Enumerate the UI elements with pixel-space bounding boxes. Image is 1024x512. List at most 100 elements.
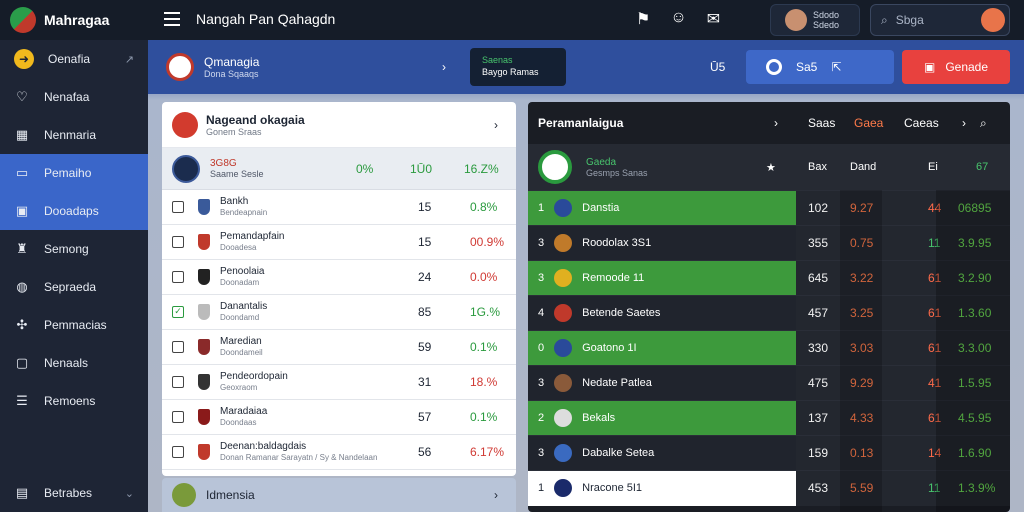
table-row[interactable]: 3 Remoode 11 645 3.22 61 3.2.90 xyxy=(528,260,1010,296)
chevron-right-icon[interactable]: › xyxy=(962,116,966,130)
highlight-name: Saame Sesle xyxy=(210,169,264,179)
header-card[interactable]: Saenas Baygo Ramas xyxy=(470,48,566,86)
table-row[interactable]: 1 Danstia 102 9.27 44 06895 xyxy=(528,190,1010,226)
col-header-3[interactable]: Caeas xyxy=(904,116,939,130)
table-row[interactable]: 3 Nedate Patlea 475 9.29 41 1.5.95 xyxy=(528,365,1010,401)
team-crest xyxy=(172,111,198,138)
table-row[interactable]: Maredian Doondameil 59 0.1% xyxy=(162,330,516,365)
highlight-rank: 3G8G xyxy=(210,158,237,169)
sidebar-item-0[interactable]: ➜ Oenafia ↗ xyxy=(0,40,148,78)
row-c3: 61 xyxy=(928,340,942,355)
checkbox[interactable]: ✓ xyxy=(172,306,184,318)
card-subtitle: Baygo Ramas xyxy=(482,67,539,77)
checkbox[interactable] xyxy=(172,341,184,353)
table-row[interactable]: Penoolaia Doonadam 24 0.0% xyxy=(162,260,516,295)
row-c2: 0.13 xyxy=(850,445,874,460)
sidebar-item-2[interactable]: ▦ Nenmaria xyxy=(0,116,148,154)
heart-icon: ♡ xyxy=(16,89,28,104)
chat-icon[interactable]: ✉ xyxy=(706,11,721,28)
table-row[interactable]: Bankh Bendeapnain 15 0.8% xyxy=(162,190,516,225)
checkbox[interactable] xyxy=(172,446,184,458)
col-header-1[interactable]: Saas xyxy=(808,116,836,130)
table-row[interactable]: Maradaiaa Doondaas 57 0.1% xyxy=(162,400,516,435)
row-number: 31 xyxy=(418,375,432,389)
row-c3: 61 xyxy=(928,270,942,285)
row-rank: 2 xyxy=(538,412,545,424)
red-action-button[interactable]: ▣ Genade xyxy=(902,50,1010,84)
checkbox[interactable] xyxy=(172,201,184,213)
brand[interactable]: Mahragaa xyxy=(0,0,148,40)
chevron-right-icon[interactable]: › xyxy=(494,117,498,132)
row-team: Bekals xyxy=(582,412,616,424)
flag-icon[interactable]: ⚑ xyxy=(636,11,651,28)
row-c1: 475 xyxy=(808,375,829,390)
globe-icon: ◍ xyxy=(16,279,28,294)
search-button[interactable] xyxy=(981,8,1005,32)
sidebar-item-6[interactable]: ◍ Sepraeda xyxy=(0,268,148,306)
star-icon[interactable]: ★ xyxy=(766,161,776,174)
user-menu[interactable]: Sdodo Sdedo xyxy=(770,4,860,36)
sidebar-item-3[interactable]: ▭ Pemaiho xyxy=(0,154,148,192)
sidebar-item-7[interactable]: ✣ Pemmacias xyxy=(0,306,148,344)
table-row[interactable]: Deenan:baldagdais Donan Ramanar Sarayatn … xyxy=(162,435,516,470)
sidebar-item-5[interactable]: ♜ Semong xyxy=(0,230,148,268)
checkbox[interactable] xyxy=(172,236,184,248)
sidebar-item-4[interactable]: ▣ Dooadaps xyxy=(0,192,148,230)
table-row[interactable]: 3 Roodolax 3S1 355 0.75 11 3.9.95 xyxy=(528,225,1010,261)
user-icon[interactable]: ☺ xyxy=(670,9,687,26)
chevron-down-icon: ⌄ xyxy=(124,487,134,500)
chevron-right-icon[interactable]: › xyxy=(442,60,446,74)
sub-name: Gaeda xyxy=(586,156,617,168)
header-selector[interactable]: Qmanagia Dona Sqaaqs xyxy=(158,46,610,88)
table-row[interactable]: Pendeordopain Geoxraom 31 18.% xyxy=(162,365,516,400)
menu-icon[interactable] xyxy=(164,12,180,26)
sidebar-item-1[interactable]: ♡ Nenafaa xyxy=(0,78,148,116)
row-rank: 4 xyxy=(538,307,545,319)
row-percent: 1G.% xyxy=(470,305,501,319)
table-row[interactable]: 4 Betende Saetes 457 3.25 61 1.3.60 xyxy=(528,295,1010,331)
table-row[interactable]: ✓ Danantalis Doondamd 85 1G.% xyxy=(162,295,516,330)
checkbox[interactable] xyxy=(172,411,184,423)
team-crest-icon xyxy=(554,479,573,497)
arrow-icon: ➜ xyxy=(14,49,34,69)
row-c1: 137 xyxy=(808,410,829,425)
header-action-button[interactable]: Sa5 ⇱ xyxy=(746,50,894,84)
search-input[interactable]: Sbga xyxy=(895,13,924,27)
checkbox[interactable] xyxy=(172,271,184,283)
row-percent: 0.0% xyxy=(470,270,498,284)
sidebar-footer[interactable]: ▤ Betrabes ⌄ xyxy=(0,474,148,512)
column-shade xyxy=(936,190,1010,512)
sidebar-item-8[interactable]: ▢ Nenaals xyxy=(0,344,148,382)
header-bar: Qmanagia Dona Sqaaqs › Saenas Baygo Rama… xyxy=(148,40,1024,94)
search-box[interactable]: ⌕ Sbga xyxy=(870,4,1010,36)
row-c2: 5.59 xyxy=(850,480,874,495)
search-icon[interactable]: ⌕ xyxy=(980,115,987,130)
row-c4: 3.9.95 xyxy=(958,235,992,250)
row-c4: 1.3.60 xyxy=(958,305,992,320)
row-percent: 00.9% xyxy=(470,235,505,249)
checkbox[interactable] xyxy=(172,376,184,388)
page-title: Nangah Pan Qahagdn xyxy=(196,11,336,27)
left-panel-footer[interactable]: Idmensia › xyxy=(162,478,516,512)
row-name: Maredian xyxy=(220,336,262,347)
team-crest-icon xyxy=(198,234,210,250)
chevron-right-icon[interactable]: › xyxy=(774,116,778,130)
right-panel: Peramanlaigua › Saas Gaea Caeas › ⌕ Gaed… xyxy=(528,102,1010,512)
table-row[interactable]: Pemandapfain Dooadesa 15 00.9% xyxy=(162,225,516,260)
player-avatar xyxy=(172,154,200,183)
sub-h2: Dand xyxy=(850,161,877,173)
team-crest-icon xyxy=(554,199,573,217)
left-panel-header[interactable]: Nageand okagaia Gonem Sraas › xyxy=(162,102,516,148)
row-c3: 44 xyxy=(928,200,942,215)
table-row[interactable]: 1 Nracone 5I1 453 5.59 11 1.3.9% xyxy=(528,470,1010,506)
sidebar-item-9[interactable]: ☰ Remoens xyxy=(0,382,148,420)
team-crest-icon xyxy=(554,234,573,252)
team-crest-icon xyxy=(554,304,573,322)
col-header-2[interactable]: Gaea xyxy=(854,116,884,130)
table-row[interactable]: 2 Bekals 137 4.33 61 4.5.95 xyxy=(528,400,1010,436)
table-row[interactable]: 3 Dabalke Setea 159 0.13 14 1.6.90 xyxy=(528,435,1010,471)
highlight-row[interactable]: 3G8G Saame Sesle 0% 1Ū0 16.Z% xyxy=(162,148,516,190)
table-row[interactable]: 0 Goatono 1I 330 3.03 61 3.3.00 xyxy=(528,330,1010,366)
row-number: 85 xyxy=(418,305,432,319)
team-crest-icon xyxy=(198,304,210,320)
